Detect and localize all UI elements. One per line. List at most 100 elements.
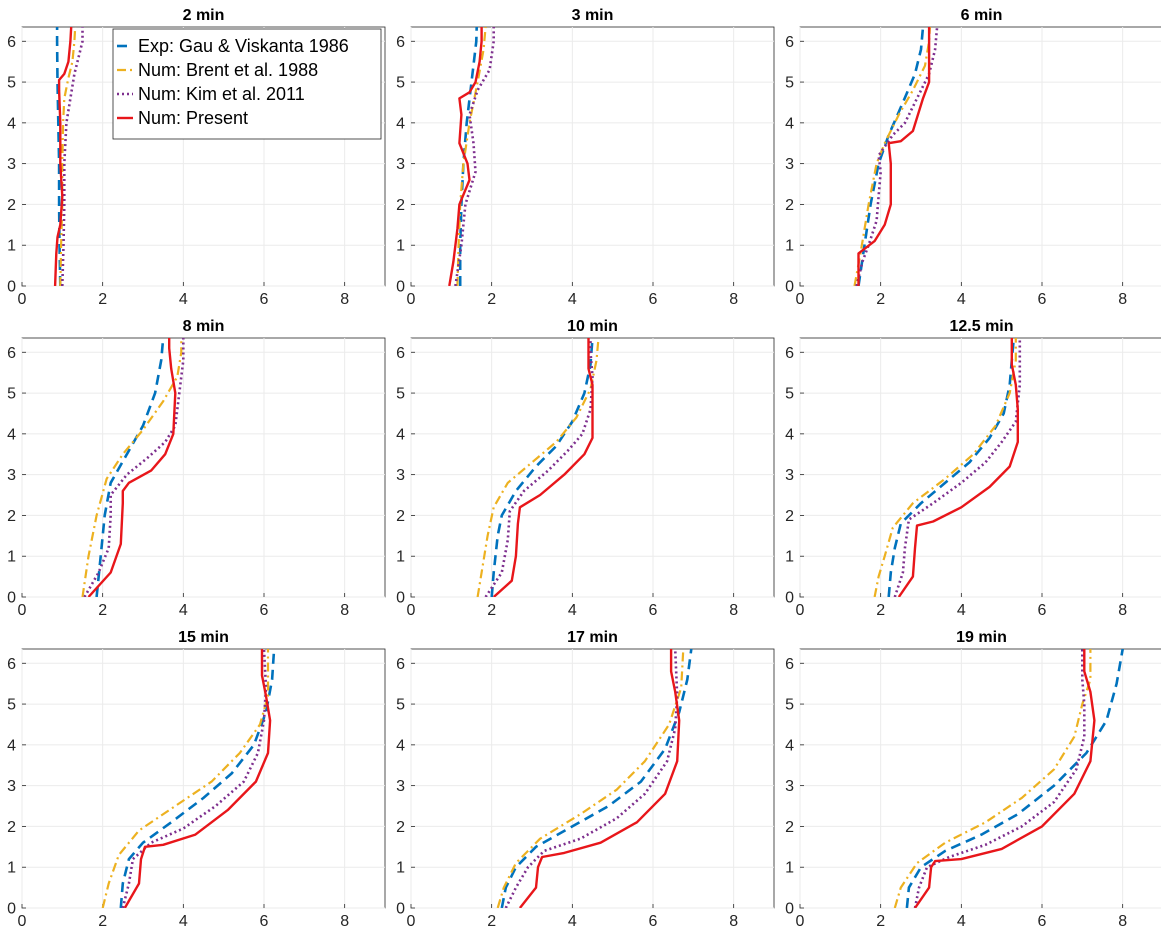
plot-area [21,648,386,909]
series-line-exp-gau-viskanta-1986 [95,338,165,597]
plot-area [799,26,1161,287]
series-line-num-brent-et-al-1988 [101,649,270,908]
plot-area [410,26,775,287]
y-tick-label: 2 [396,508,405,525]
y-tick-label: 2 [785,197,794,214]
y-tick-label: 0 [785,279,794,296]
x-tick-label: 6 [260,291,269,308]
x-tick-label: 6 [260,602,269,619]
series-line-num-present [53,27,73,286]
x-tick-label: 0 [796,913,805,930]
y-tick-label: 2 [396,197,405,214]
series-line-num-present [897,338,1019,597]
subplot-title: 2 min [183,7,225,24]
x-tick-label: 6 [1038,291,1047,308]
y-tick-label: 0 [7,901,16,918]
y-tick-label: 3 [785,156,794,173]
y-tick-label: 1 [7,860,16,877]
y-tick-label: 3 [785,467,794,484]
x-tick-label: 2 [487,602,496,619]
series-line-num-present [518,649,681,908]
y-tick-label: 0 [785,590,794,607]
y-tick-label: 4 [785,115,794,132]
series-line-num-kim-et-al-2011 [484,338,594,597]
subplot-4: 0 2 4 6 8 0 1 2 3 4 5 6 8 min [7,318,386,619]
y-tick-label: 3 [7,467,16,484]
series-line-num-present [123,649,272,908]
subplot-title: 17 min [567,629,618,646]
x-tick-label: 2 [98,913,107,930]
subplot-title: 3 min [572,7,614,24]
subplot-title: 19 min [956,629,1007,646]
y-tick-label: 4 [7,426,16,443]
series-line-num-present [857,27,931,286]
y-tick-label: 1 [396,238,405,255]
y-tick-label: 2 [396,819,405,836]
x-tick-label: 8 [340,291,349,308]
y-tick-label: 1 [396,860,405,877]
series-line-num-brent-et-al-1988 [456,27,487,286]
series-line-num-kim-et-al-2011 [504,649,679,908]
x-tick-label: 4 [179,291,188,308]
series-line-exp-gau-viskanta-1986 [119,649,276,908]
legend-entry: Exp: Gau & Viskanta 1986 [138,36,349,56]
x-tick-label: 6 [1038,913,1047,930]
x-tick-label: 0 [18,913,27,930]
y-tick-label: 6 [785,34,794,51]
x-tick-label: 4 [179,913,188,930]
x-tick-label: 6 [649,291,658,308]
y-tick-label: 2 [785,508,794,525]
y-tick-label: 5 [396,697,405,714]
y-tick-label: 4 [785,737,794,754]
series-line-num-brent-et-al-1988 [853,27,931,286]
subplot-title: 12.5 min [949,318,1013,335]
x-tick-label: 2 [487,913,496,930]
x-tick-label: 4 [957,602,966,619]
x-tick-label: 0 [407,913,416,930]
x-tick-label: 4 [568,291,577,308]
y-tick-label: 6 [396,345,405,362]
plot-area [410,648,775,909]
y-tick-label: 4 [396,426,405,443]
x-tick-label: 2 [876,291,885,308]
series-line-exp-gau-viskanta-1986 [490,338,594,597]
y-tick-label: 4 [396,737,405,754]
x-tick-label: 2 [876,913,885,930]
x-tick-label: 0 [407,291,416,308]
y-tick-label: 0 [396,279,405,296]
y-tick-label: 5 [785,386,794,403]
y-tick-label: 5 [396,75,405,92]
legend-entry: Num: Kim et al. 2011 [138,84,305,104]
x-tick-label: 8 [1118,602,1127,619]
x-tick-label: 0 [407,602,416,619]
y-tick-label: 2 [785,819,794,836]
y-tick-label: 6 [7,345,16,362]
y-tick-label: 4 [396,115,405,132]
x-tick-label: 0 [796,602,805,619]
series-line-num-brent-et-al-1988 [893,649,1092,908]
y-tick-label: 3 [396,778,405,795]
series-line-num-kim-et-al-2011 [913,649,1086,908]
y-tick-label: 4 [785,426,794,443]
series-line-num-present [914,649,1096,908]
subplot-5: 0 2 4 6 8 0 1 2 3 4 5 6 10 min [396,318,775,619]
y-tick-label: 1 [396,549,405,566]
y-tick-label: 0 [785,901,794,918]
y-tick-label: 0 [7,279,16,296]
series-line-num-present [448,27,483,286]
legend-entry: Num: Present [138,108,248,128]
y-tick-label: 0 [7,590,16,607]
y-tick-label: 6 [7,34,16,51]
x-tick-label: 0 [18,291,27,308]
series-line-num-present [87,338,177,597]
x-tick-label: 2 [98,602,107,619]
plot-area [799,337,1161,598]
y-tick-label: 6 [396,34,405,51]
x-tick-label: 6 [1038,602,1047,619]
x-tick-label: 8 [1118,291,1127,308]
subplot-9: 0 2 4 6 8 0 1 2 3 4 5 6 19 min [785,629,1161,930]
y-tick-label: 5 [7,75,16,92]
plot-area [799,648,1161,909]
x-tick-label: 4 [957,913,966,930]
series-line-num-brent-et-al-1988 [59,27,77,286]
